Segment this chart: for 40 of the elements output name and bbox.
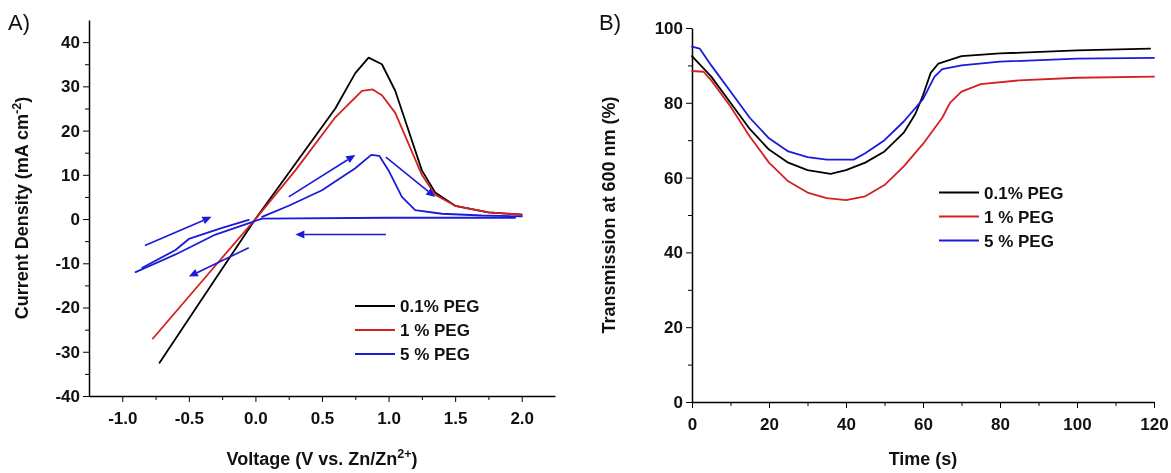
chart-title: A) (8, 10, 30, 35)
x-tick-label: 0.0 (244, 408, 268, 428)
y-tick-label: 30 (61, 77, 80, 97)
legend-label: 0.1% PEG (984, 183, 1064, 203)
x-tick-label: 2.0 (510, 408, 535, 428)
y-tick-label: 0 (70, 210, 80, 229)
x-axis-title: Voltage (V vs. Zn/Zn$^{2+}$) (226, 447, 418, 469)
x-tick-label: -0.5 (174, 408, 205, 428)
x-axis-title: Time (s) (888, 449, 958, 469)
y-tick-label: 40 (664, 243, 683, 263)
x-tick-label: 100 (1063, 414, 1092, 434)
x-tick-label: 0 (687, 414, 698, 434)
y-tick-label: 80 (664, 93, 683, 113)
y-tick-label: 100 (654, 18, 683, 38)
legend-label: 5 % PEG (400, 345, 470, 364)
legend-label: 0.1% PEG (400, 297, 480, 316)
y-tick-label: -30 (55, 342, 80, 362)
y-tick-label: -40 (55, 386, 80, 406)
x-tick-label: 1.0 (377, 408, 401, 428)
y-axis-title: Transmission at 600 nm (%) (599, 96, 619, 334)
y-tick-label: 10 (61, 165, 80, 185)
x-tick-label: 120 (1140, 414, 1169, 434)
y-tick-label: 60 (664, 168, 683, 188)
y-tick-label: 20 (61, 121, 80, 141)
x-tick-label: 20 (760, 414, 779, 434)
x-tick-label: 80 (991, 414, 1010, 434)
x-tick-label: 60 (914, 414, 933, 434)
x-tick-label: 1.5 (443, 408, 468, 428)
chart-title: B) (599, 10, 621, 35)
legend-label: 1 % PEG (400, 321, 470, 340)
y-tick-label: 0 (673, 392, 683, 412)
y-tick-label: 40 (61, 33, 80, 53)
y-tick-label: -20 (55, 298, 80, 318)
legend-label: 5 % PEG (984, 231, 1054, 251)
legend-label: 1 % PEG (984, 207, 1054, 227)
x-tick-label: 40 (837, 414, 856, 434)
x-tick-label: 0.5 (310, 408, 335, 428)
y-tick-label: -10 (55, 254, 80, 274)
y-tick-label: 20 (664, 318, 683, 338)
x-tick-label: -1.0 (108, 408, 138, 428)
